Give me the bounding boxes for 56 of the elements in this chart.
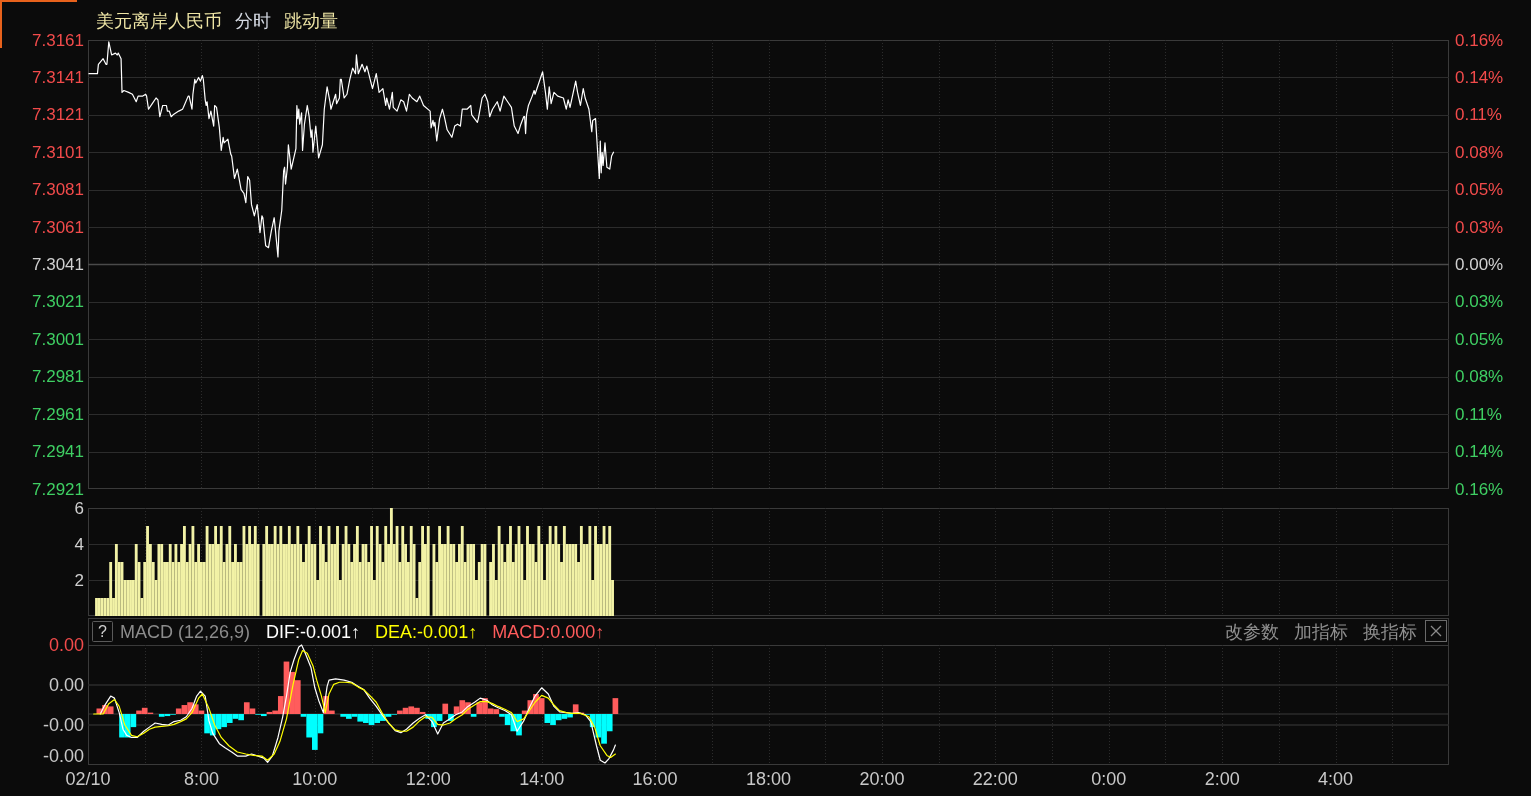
- y-tick-label: 4: [74, 534, 84, 554]
- x-tick-label: 14:00: [519, 769, 565, 789]
- y-tick-label: 7.3121: [32, 105, 84, 125]
- text: 换指标: [1363, 621, 1417, 642]
- x-tick-label: 22:00: [972, 769, 1018, 789]
- y-tick-label: 7.2921: [32, 479, 84, 499]
- y-tick-label: 7.2941: [32, 442, 84, 462]
- y-tick-label: 2: [74, 570, 84, 590]
- y2-tick-label: 0.14%: [1455, 67, 1504, 87]
- series-label: DIF:-0.001↑: [266, 621, 361, 642]
- text: -0.00: [42, 746, 84, 766]
- y2-tick-label: 0.03%: [1455, 217, 1504, 237]
- y-tick-label: 7.3101: [32, 142, 84, 162]
- y-tick-label: 6: [74, 498, 84, 518]
- x-tick-label: 16:00: [632, 769, 678, 789]
- text: MACD:0.000↑: [492, 621, 605, 642]
- y2-tick-label: 0.16%: [1455, 479, 1504, 499]
- y-tick-label: 7.3001: [32, 329, 84, 349]
- text: 改参数: [1225, 621, 1279, 642]
- y-tick-label: 7.3041: [32, 255, 84, 274]
- y2-tick-label: 0.03%: [1455, 292, 1504, 312]
- y-tick-label: 7.2981: [32, 367, 84, 387]
- x-tick-label: 18:00: [745, 769, 792, 789]
- y-tick-label: 7.3081: [32, 180, 84, 200]
- text: DEA:-0.001↑: [375, 621, 478, 642]
- y-tick-label: 7.3021: [32, 292, 84, 312]
- y2-tick-label: 0.14%: [1455, 442, 1504, 462]
- y2-tick-label: 0.08%: [1455, 367, 1504, 387]
- text: 跳动量: [284, 11, 338, 31]
- text: 0.00: [48, 675, 84, 695]
- x-tick-label: 20:00: [859, 769, 905, 789]
- x-tick-label: 0:00: [1091, 769, 1127, 789]
- x-tick-label: 12:00: [405, 769, 451, 789]
- y-tick-label: 7.3061: [32, 217, 84, 237]
- text: ?: [98, 623, 108, 640]
- text: -0.00: [42, 715, 84, 735]
- y2-tick-label: 0.16%: [1455, 30, 1504, 50]
- text: 加指标: [1294, 621, 1348, 642]
- y2-tick-label: 0.11%: [1455, 105, 1502, 125]
- x-tick-label: 2:00: [1204, 769, 1240, 789]
- chart-subtitle: 分时: [235, 11, 271, 31]
- x-tick-label: 02/10: [65, 769, 111, 789]
- y2-tick-label: 0.08%: [1455, 142, 1504, 162]
- y2-tick-label: 0.11%: [1455, 404, 1502, 424]
- y-tick-label: 7.3161: [32, 30, 84, 50]
- chart-title: MACD (12,26,9): [120, 621, 251, 642]
- x-tick-label: 8:00: [183, 769, 219, 789]
- y2-tick-label: 0.00%: [1455, 255, 1504, 274]
- x-tick-label: 4:00: [1318, 769, 1354, 789]
- y2-tick-label: 0.05%: [1455, 329, 1504, 349]
- y2-tick-label: 0.05%: [1455, 180, 1504, 200]
- chart-title: 美元离岸人民币: [96, 11, 222, 31]
- text: 0.00: [48, 635, 84, 655]
- x-tick-label: 10:00: [292, 769, 338, 789]
- y-tick-label: 7.2961: [32, 404, 84, 424]
- y-tick-label: 7.3141: [32, 67, 84, 87]
